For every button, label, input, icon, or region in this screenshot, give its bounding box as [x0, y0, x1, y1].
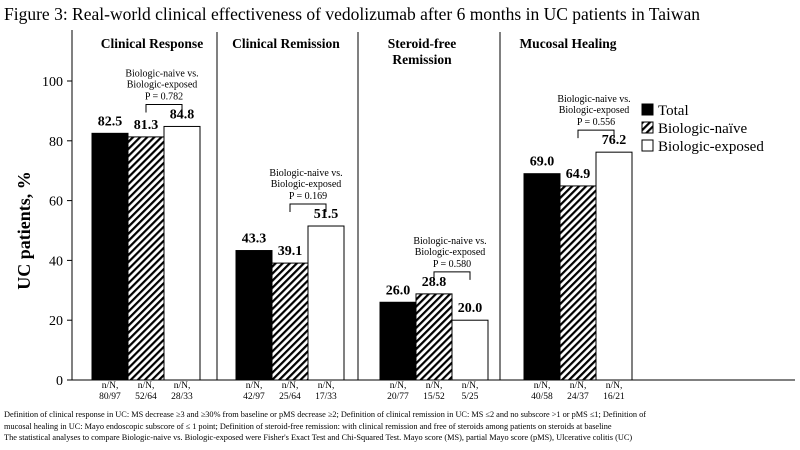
bar-total [379, 301, 417, 381]
group-title: Clinical Response [101, 36, 203, 51]
data-label: 81.3 [134, 118, 159, 133]
footnote-line: mucosal healing in UC: Mayo endoscopic s… [4, 421, 612, 431]
count-label: n/N, 40/58 [531, 381, 553, 402]
bars [91, 125, 633, 381]
count-label: n/N, 5/25 [462, 381, 479, 402]
p-value-label: P = 0.556 [577, 117, 615, 128]
count-label: n/N, 16/21 [603, 381, 625, 402]
labels: Clinical Response 82.5 n/N, 80/97 81.3 n/N, 52… [98, 36, 631, 402]
comparison-label: Biologic-naive vs. Biologic-exposed [413, 236, 486, 258]
bar-naive [127, 136, 165, 381]
count-label: n/N, 15/52 [423, 381, 445, 402]
count-label: n/N, 24/37 [567, 381, 589, 402]
legend-label: Total [658, 103, 689, 119]
data-label: 69.0 [530, 155, 555, 170]
data-label: 76.2 [602, 133, 627, 148]
count-label: n/N, 20/77 [387, 381, 409, 402]
data-label: 20.0 [458, 301, 483, 316]
bar-exposed [451, 319, 489, 381]
count-label: n/N, 42/97 [243, 381, 265, 402]
comparison-bracket [145, 103, 183, 113]
comparison-bracket [577, 129, 615, 139]
p-value-label: P = 0.580 [433, 259, 471, 270]
y-tick-label: 100 [42, 75, 63, 90]
y-axis-title: UC patients, % [14, 171, 34, 290]
comparison-bracket [433, 271, 471, 280]
comparison-label: Biologic-naive vs. Biologic-exposed [269, 168, 342, 190]
bar-total [235, 250, 273, 381]
legend-label: Biologic-naïve [658, 121, 747, 137]
figure-title: Figure 3: Real-world clinical effectiven… [4, 4, 701, 24]
data-label: 64.9 [566, 167, 591, 182]
data-label: 43.3 [242, 232, 267, 247]
count-label: n/N, 52/64 [135, 381, 157, 402]
data-label: 39.1 [278, 244, 303, 259]
group-title: Mucosal Healing [519, 36, 616, 51]
footnotes: Definition of clinical response in UC: M… [4, 409, 800, 444]
data-label: 28.8 [422, 275, 447, 290]
comparison-bracket [289, 203, 327, 213]
p-value-label: P = 0.782 [145, 91, 183, 102]
footnote-line: Definition of clinical response in UC: M… [4, 410, 646, 419]
data-label: 26.0 [386, 283, 411, 298]
data-label: 84.8 [170, 107, 195, 122]
y-tick-label: 20 [49, 314, 63, 329]
bar-naive [271, 262, 309, 381]
count-label: n/N, 80/97 [99, 381, 121, 402]
comparison-label: Biologic-naive vs. Biologic-exposed [557, 94, 630, 116]
count-label: n/N, 17/33 [315, 381, 337, 402]
count-label: n/N, 28/33 [171, 381, 193, 402]
legend: Total Biologic-naïve Biologic-exposed [641, 103, 764, 155]
y-tick-label: 40 [49, 254, 63, 269]
bar-exposed [163, 125, 201, 381]
bar-naive [559, 185, 597, 381]
bar-total [91, 132, 129, 381]
data-label: 82.5 [98, 114, 123, 129]
bar-exposed [307, 225, 345, 381]
count-label: n/N, 25/64 [279, 381, 301, 402]
y-tick-label: 80 [49, 135, 63, 150]
bar-total [523, 173, 561, 381]
bar-exposed [595, 151, 633, 381]
footnote-line: The statistical analyses to compare Biol… [4, 433, 633, 442]
legend-swatch [641, 103, 654, 116]
legend-swatch [641, 121, 654, 134]
comparison-label: Biologic-naive vs. Biologic-exposed [125, 68, 198, 90]
y-tick-label: 60 [49, 195, 63, 210]
data-label: 51.5 [314, 207, 339, 222]
bar-naive [415, 293, 453, 381]
group-title: Steroid-free Remission [388, 36, 456, 67]
group-title: Clinical Remission [232, 36, 340, 51]
p-value-label: P = 0.169 [289, 191, 327, 202]
legend-swatch [641, 139, 654, 152]
y-tick-label: 0 [56, 374, 63, 389]
legend-label: Biologic-exposed [658, 139, 764, 155]
